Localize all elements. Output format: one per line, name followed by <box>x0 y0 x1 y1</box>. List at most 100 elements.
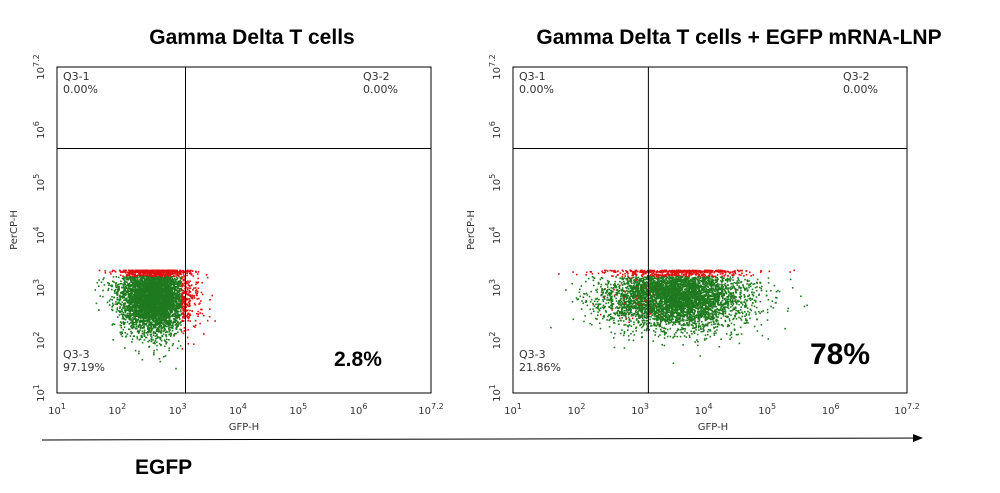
event-dot <box>123 318 125 320</box>
event-dot <box>131 322 133 324</box>
event-dot <box>145 332 147 334</box>
event-dot <box>140 293 143 295</box>
event-dot <box>104 270 106 272</box>
event-dot <box>161 310 163 313</box>
event-dot <box>157 321 159 324</box>
event-dot <box>134 286 136 289</box>
event-dot <box>180 329 182 331</box>
event-dot <box>165 315 167 318</box>
event-dot <box>134 281 137 283</box>
event-dot <box>162 288 164 290</box>
event-dot <box>123 294 125 296</box>
event-dot <box>173 288 175 290</box>
event-dot <box>189 271 191 273</box>
event-dot <box>122 275 124 277</box>
event-dot <box>143 308 145 310</box>
event-dot <box>160 276 163 278</box>
event-dot <box>152 327 155 329</box>
event-dot <box>157 323 160 326</box>
event-dot <box>130 270 132 272</box>
event-dot <box>166 338 168 341</box>
event-dot <box>169 324 171 326</box>
event-dot <box>124 299 127 301</box>
event-dot <box>147 331 150 334</box>
event-dot <box>95 302 98 305</box>
event-dot <box>142 303 145 306</box>
event-dot <box>121 301 124 303</box>
event-dot <box>144 313 146 315</box>
event-dot <box>144 315 146 317</box>
event-dot <box>167 274 170 277</box>
event-dot <box>165 281 167 283</box>
event-dot <box>143 281 146 284</box>
event-dot <box>136 313 139 316</box>
event-dot <box>166 278 168 280</box>
event-dot <box>180 309 182 311</box>
event-dot <box>169 307 171 309</box>
event-dot <box>151 321 153 323</box>
event-dot <box>137 283 140 285</box>
event-dot <box>148 345 151 348</box>
event-dot <box>167 269 169 272</box>
event-dot <box>201 281 203 284</box>
event-dot <box>155 292 157 294</box>
event-dot <box>175 332 177 335</box>
event-dot <box>131 309 134 311</box>
event-dot <box>164 297 166 300</box>
event-dot <box>150 323 153 326</box>
event-dot <box>102 289 104 292</box>
event-dot <box>167 285 169 288</box>
event-dot <box>147 295 149 298</box>
event-dot <box>206 319 209 322</box>
event-dot <box>171 288 174 290</box>
event-dot <box>148 306 151 309</box>
event-dot <box>153 353 155 356</box>
event-dot <box>124 318 127 321</box>
event-dot <box>139 338 142 340</box>
event-dot <box>157 290 160 292</box>
event-dot <box>138 332 140 334</box>
event-dot <box>175 319 178 322</box>
event-dot <box>183 297 186 300</box>
event-dot <box>107 287 110 290</box>
event-dot <box>164 286 167 289</box>
event-dot <box>196 312 198 315</box>
event-dot <box>164 312 166 315</box>
event-dot <box>113 292 116 294</box>
event-dot <box>130 281 132 283</box>
event-dot <box>154 326 157 328</box>
event-dot <box>148 322 150 325</box>
event-dot <box>165 309 167 311</box>
event-dot <box>128 305 131 308</box>
event-dot <box>203 314 205 317</box>
event-dot <box>148 313 150 315</box>
event-dot <box>170 305 173 307</box>
event-dot <box>159 322 161 324</box>
event-dot <box>139 299 142 301</box>
event-dot <box>153 300 155 303</box>
event-dot <box>123 287 126 290</box>
event-dot <box>174 320 176 322</box>
event-dot <box>158 357 161 360</box>
event-dot <box>121 286 123 289</box>
event-dot <box>153 296 155 299</box>
event-dot <box>169 299 171 301</box>
event-dot <box>187 312 190 315</box>
event-dot <box>133 315 135 318</box>
event-dot <box>165 313 168 316</box>
event-dot <box>182 273 185 275</box>
event-dots <box>94 269 216 370</box>
event-dot <box>160 291 163 294</box>
event-dot <box>112 323 114 325</box>
event-dot <box>142 285 145 288</box>
event-dot <box>138 313 141 316</box>
event-dot <box>144 320 146 323</box>
event-dot <box>137 326 140 328</box>
event-dot <box>138 280 141 282</box>
event-dot <box>135 296 138 299</box>
event-dot <box>203 333 205 335</box>
event-dot <box>169 333 172 335</box>
event-dot <box>123 309 126 311</box>
event-dot <box>138 330 140 333</box>
event-dot <box>165 279 167 282</box>
